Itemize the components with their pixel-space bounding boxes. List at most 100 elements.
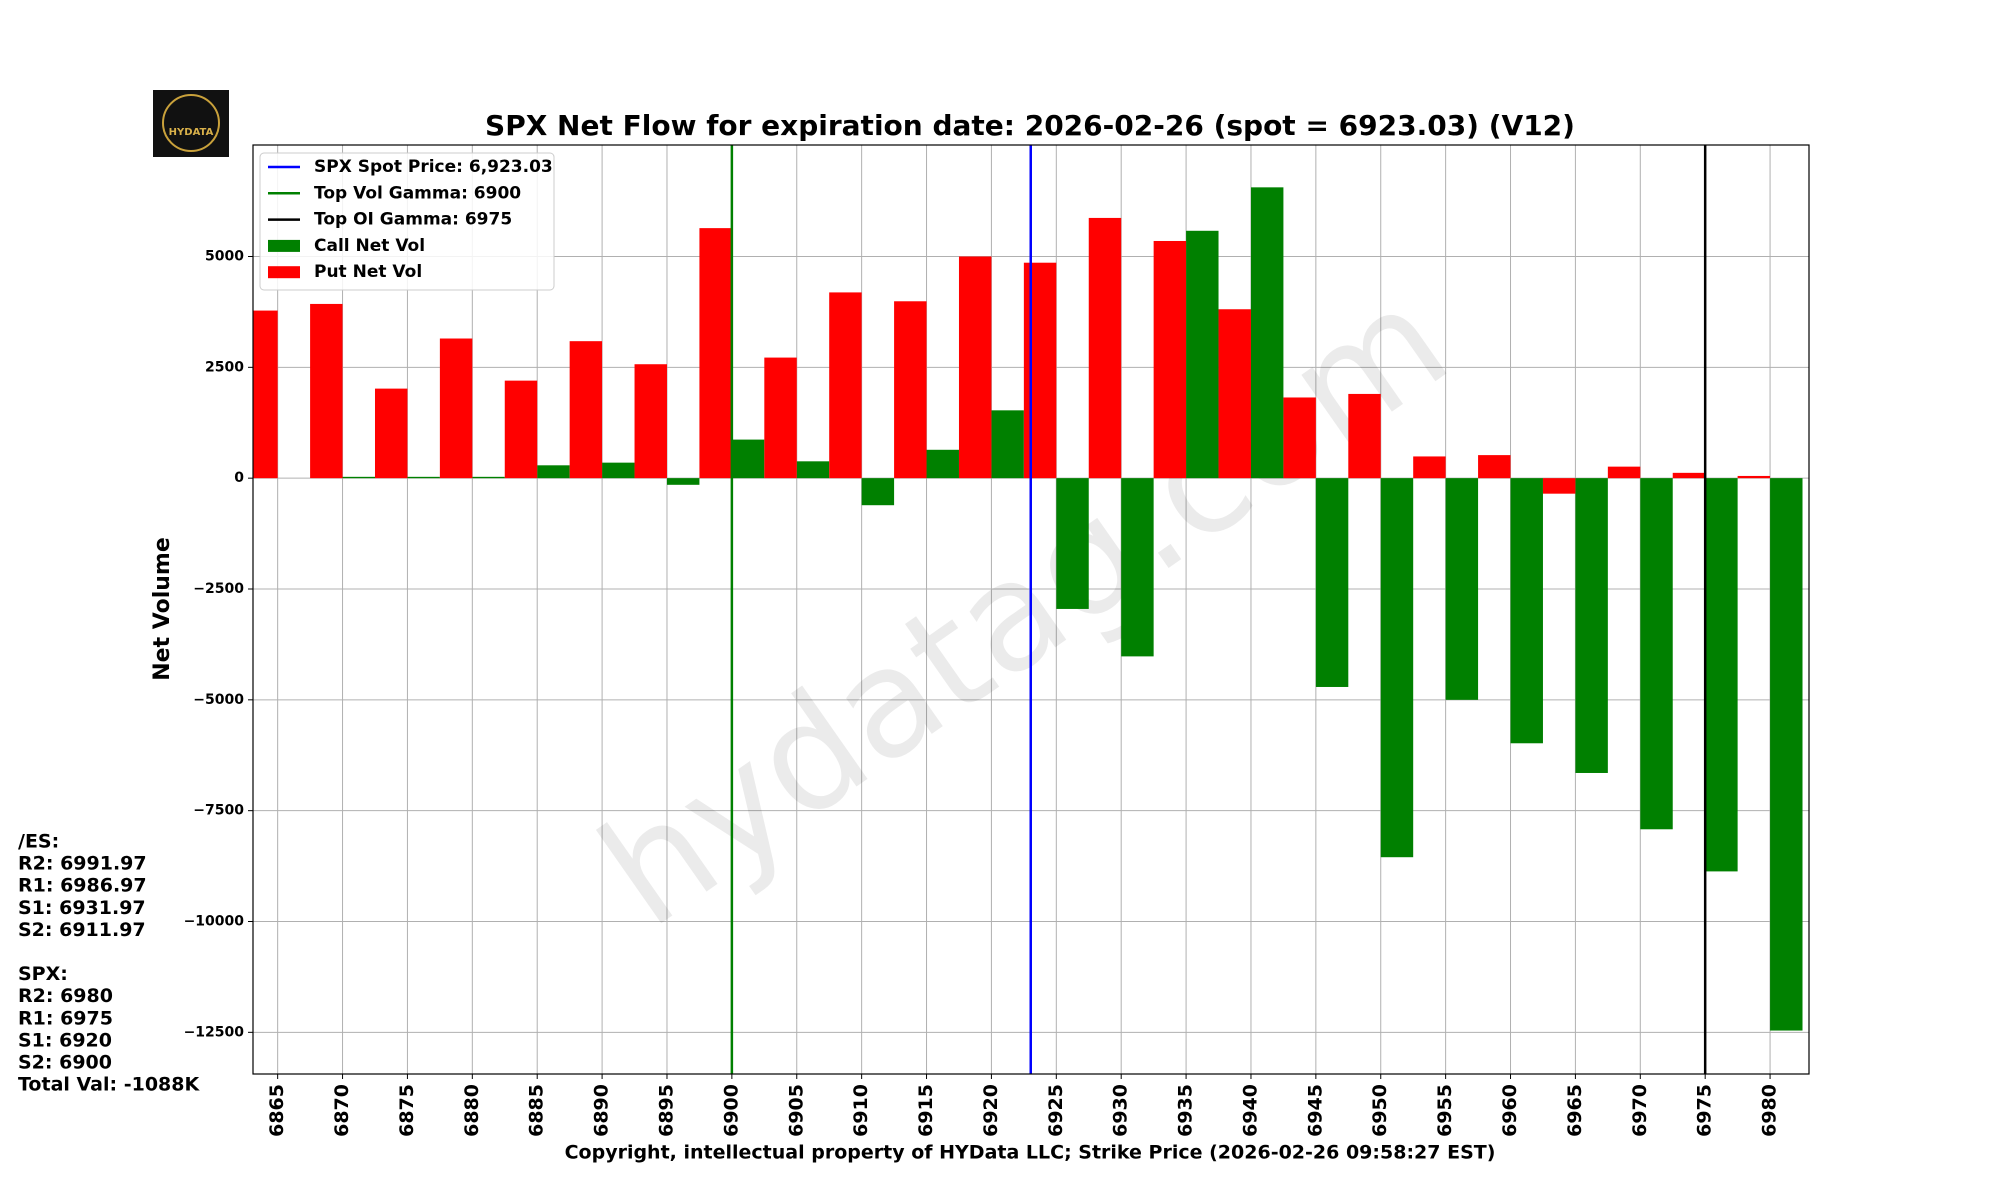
x-tick-label: 6890 [591,1084,613,1137]
legend-label: Put Net Vol [314,262,422,282]
legend-swatch [268,239,300,252]
bar [1380,478,1414,858]
y-tick-label: 5000 [205,248,244,264]
x-axis-label: Copyright, intellectual property of HYDa… [565,1142,1496,1164]
bar [1413,456,1446,479]
bar [342,476,375,479]
side-text: S1: 6920 [18,1029,112,1051]
bar [1315,478,1349,687]
x-tick-label: 6950 [1369,1084,1391,1137]
legend-label: Call Net Vol [314,236,425,256]
bar [1186,230,1219,479]
bar [1640,478,1673,830]
bar [829,292,862,479]
y-tick-label: 0 [234,470,244,486]
bar [1737,475,1771,479]
legend-label: Top OI Gamma: 6975 [314,210,512,230]
bar [894,301,927,479]
bar [1056,478,1089,609]
bar [1510,478,1543,744]
bar [1348,393,1381,479]
x-tick-label: 6920 [980,1084,1002,1137]
bar [1283,397,1316,479]
bar [991,410,1024,479]
y-tick-label: −7500 [193,803,244,819]
side-text: SPX: [18,963,68,985]
legend-box [259,152,555,291]
logo-box [153,90,229,157]
bar [1218,309,1251,479]
x-tick-label: 6945 [1304,1084,1326,1137]
bar [1445,478,1479,700]
bar [666,478,700,485]
side-text: R2: 6991.97 [18,853,147,875]
plot-frame [252,144,1810,1075]
x-tick-label: 6955 [1434,1084,1456,1137]
bar [764,357,797,479]
x-tick-label: 6980 [1759,1084,1781,1137]
y-tick-label: 2500 [205,359,244,375]
x-tick-label: 6930 [1110,1084,1132,1137]
bar [796,461,830,479]
side-text: S1: 6931.97 [18,897,146,919]
bar [634,364,667,479]
bar [310,303,343,479]
bars [253,187,1803,1031]
side-text: R1: 6986.97 [18,875,147,897]
bar [1250,187,1284,479]
bar [569,341,603,479]
x-tick-label: 6880 [461,1084,483,1137]
x-tick-label: 6925 [1045,1084,1067,1137]
side-text: Total Val: -1088K [18,1074,201,1096]
bar [1705,478,1738,872]
bar [926,449,959,479]
side-text: R2: 6980 [18,985,113,1007]
legend-label: SPX Spot Price: 6,923.03 [314,157,553,177]
bar [1023,262,1057,479]
bar [1672,472,1706,479]
bar [699,228,732,479]
side-text: R1: 6975 [18,1007,113,1029]
y-tick-label: −10000 [184,913,245,929]
logo-ring [162,94,220,152]
x-tick-label: 6940 [1239,1084,1261,1137]
bar [253,310,278,479]
side-text: S2: 6900 [18,1052,112,1074]
bar [537,465,570,479]
bar [1088,217,1122,479]
logo-text: HYDATA [169,127,214,138]
y-axis-label: Net Volume [150,537,175,681]
bar [1153,240,1187,479]
x-tick-label: 6970 [1629,1084,1651,1137]
x-tick-label: 6975 [1694,1084,1716,1137]
y-tick-label: −12500 [184,1024,245,1040]
y-tick-label: −5000 [193,692,244,708]
x-tick-label: 6870 [331,1084,353,1137]
bar [472,476,505,479]
x-tick-label: 6915 [915,1084,937,1137]
legend-label: Top Vol Gamma: 6900 [314,183,521,203]
bar [861,478,895,506]
bar [602,462,635,479]
x-tick-label: 6900 [720,1084,742,1137]
bar [1575,478,1608,773]
bar [439,338,473,479]
bar [1542,478,1576,494]
x-tick-label: 6875 [396,1084,418,1137]
x-tick-label: 6910 [850,1084,872,1137]
y-tick-label: −2500 [193,581,244,597]
x-tick-label: 6935 [1175,1084,1197,1137]
x-tick-label: 6965 [1564,1084,1586,1137]
x-tick-label: 6905 [785,1084,807,1137]
bar [407,476,440,479]
bar [374,388,408,479]
logo: HYDATA [153,90,229,157]
x-tick-label: 6885 [526,1084,548,1137]
bar [731,439,765,479]
side-text: S2: 6911.97 [18,919,146,941]
side-text: /ES: [18,831,59,853]
x-tick-label: 6960 [1499,1084,1521,1137]
bar [1607,466,1641,479]
x-tick-label: 6895 [655,1084,677,1137]
